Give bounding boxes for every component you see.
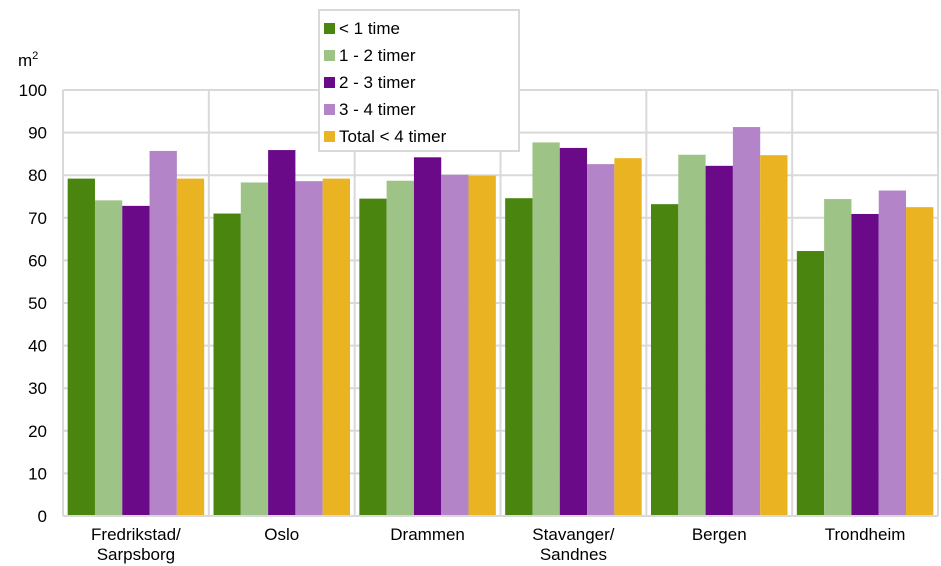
legend-label: Total < 4 timer	[339, 126, 447, 146]
x-category-label: Trondheim	[825, 525, 906, 544]
legend-label: 2 - 3 timer	[339, 72, 416, 92]
legend-item: Total < 4 timer	[324, 123, 518, 150]
bar	[94, 200, 123, 517]
bar	[906, 207, 934, 516]
legend-swatch	[324, 50, 335, 61]
legend-swatch	[324, 131, 335, 142]
bar	[413, 157, 442, 517]
bar	[614, 158, 642, 516]
bar	[587, 164, 615, 516]
legend-item: 2 - 3 timer	[324, 69, 518, 96]
bar	[505, 198, 533, 517]
legend-label: 3 - 4 timer	[339, 99, 416, 119]
bar	[176, 178, 205, 516]
y-tick-label: 60	[28, 251, 47, 270]
x-category-label: Bergen	[692, 525, 747, 544]
bar	[122, 205, 150, 516]
bar	[651, 204, 679, 516]
bar	[878, 190, 907, 516]
legend-label: < 1 time	[339, 18, 400, 38]
bar	[760, 155, 788, 517]
bar	[532, 142, 560, 516]
y-tick-label: 50	[28, 294, 47, 313]
bar	[386, 180, 414, 516]
legend-swatch	[324, 23, 335, 34]
x-category-label: Sandnes	[540, 545, 607, 564]
x-category-label: Sarpsborg	[97, 545, 175, 564]
x-category-label: Oslo	[264, 525, 299, 544]
y-tick-label: 40	[28, 337, 47, 356]
bar	[796, 251, 825, 516]
bar	[268, 150, 296, 517]
bar	[149, 150, 177, 516]
bar	[240, 182, 269, 516]
x-category-label: Stavanger/	[532, 525, 614, 544]
y-tick-label: 80	[28, 166, 47, 185]
y-tick-label: 70	[28, 209, 47, 228]
bar	[705, 165, 733, 516]
y-tick-label: 30	[28, 379, 47, 398]
bar	[468, 175, 496, 516]
y-axis-label: m2	[18, 50, 39, 70]
y-tick-label: 100	[19, 81, 47, 100]
legend-swatch	[324, 77, 335, 88]
y-tick-label: 10	[28, 464, 47, 483]
chart-legend: < 1 time 1 - 2 timer 2 - 3 timer 3 - 4 time…	[318, 9, 520, 152]
bar	[678, 154, 706, 516]
x-category-label: Drammen	[390, 525, 465, 544]
x-category-label: Fredrikstad/	[91, 525, 181, 544]
legend-item: 1 - 2 timer	[324, 42, 518, 69]
bar	[295, 181, 323, 516]
legend-swatch	[324, 104, 335, 115]
bar	[851, 213, 879, 516]
bar	[359, 198, 387, 516]
bar	[441, 174, 469, 517]
legend-label: 1 - 2 timer	[339, 45, 416, 65]
legend-item: < 1 time	[324, 15, 518, 42]
bar	[67, 178, 95, 516]
bar	[322, 178, 350, 516]
legend-item: 3 - 4 timer	[324, 96, 518, 123]
bar	[732, 127, 761, 516]
bar	[213, 213, 241, 517]
y-tick-label: 0	[38, 507, 47, 526]
y-tick-label: 90	[28, 124, 47, 143]
y-tick-label: 20	[28, 422, 47, 441]
bar	[559, 147, 588, 516]
bar	[824, 199, 852, 516]
